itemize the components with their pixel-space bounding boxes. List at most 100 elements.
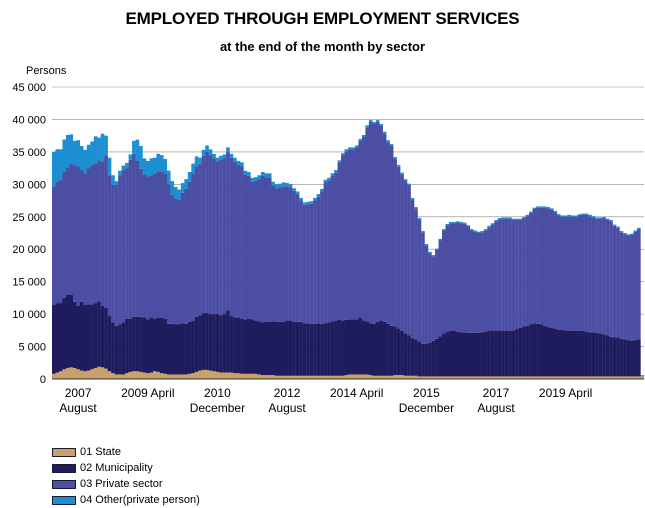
bar-segment bbox=[469, 229, 474, 231]
x-tick-label: August bbox=[59, 401, 97, 415]
bar-segment bbox=[152, 173, 157, 319]
bar-segment bbox=[128, 159, 133, 319]
bar-segment bbox=[410, 199, 415, 339]
bar-segment bbox=[327, 375, 331, 379]
bar-segment bbox=[163, 373, 168, 379]
bar-segment bbox=[177, 189, 181, 200]
bar-segment bbox=[393, 159, 397, 327]
bar-segment bbox=[435, 248, 439, 250]
bar-segment bbox=[633, 340, 638, 377]
bar-segment bbox=[546, 376, 551, 379]
bar-segment bbox=[431, 256, 436, 341]
bar-segment bbox=[139, 316, 143, 372]
bar-segment bbox=[375, 120, 380, 123]
bar-segment bbox=[476, 233, 481, 333]
bar-segment bbox=[240, 162, 244, 167]
bar-segment bbox=[173, 374, 178, 379]
bar-segment bbox=[602, 218, 606, 335]
bar-segment bbox=[191, 320, 195, 374]
bar-segment bbox=[187, 321, 192, 374]
bar-segment bbox=[90, 165, 94, 305]
bar-segment bbox=[125, 162, 129, 169]
bar-segment bbox=[114, 374, 119, 379]
bar-segment bbox=[588, 214, 592, 217]
bar-segment bbox=[633, 231, 638, 341]
bar-segment bbox=[553, 210, 558, 213]
bar-segment bbox=[132, 316, 136, 372]
bar-segment bbox=[146, 373, 150, 379]
bar-segment bbox=[208, 149, 213, 156]
bar-segment bbox=[501, 376, 505, 379]
bar-segment bbox=[187, 373, 192, 379]
bar-segment bbox=[605, 376, 610, 379]
bar-segment bbox=[215, 157, 220, 162]
bar-segment bbox=[497, 219, 502, 331]
bar-segment bbox=[560, 215, 565, 217]
bar-segment bbox=[180, 183, 185, 193]
bar-segment bbox=[299, 321, 303, 376]
bar-segment bbox=[90, 141, 94, 166]
bar-segment bbox=[205, 369, 209, 379]
bar-segment bbox=[623, 234, 627, 340]
bar-segment bbox=[358, 138, 363, 141]
bar-segment bbox=[86, 304, 91, 371]
bar-segment bbox=[93, 367, 98, 379]
y-tick-label: 40 000 bbox=[12, 114, 46, 126]
bar-segment bbox=[330, 173, 335, 176]
bar-segment bbox=[637, 229, 641, 340]
bar-segment bbox=[170, 194, 175, 324]
bar-segment bbox=[525, 214, 530, 217]
bar-segment bbox=[323, 179, 328, 183]
bar-segment bbox=[497, 330, 502, 377]
bar-segment bbox=[536, 207, 540, 324]
bar-segment bbox=[274, 321, 279, 376]
bar-segment bbox=[386, 375, 390, 379]
bar-segment bbox=[142, 158, 147, 175]
bar-segment bbox=[236, 164, 241, 318]
bar-segment bbox=[368, 375, 373, 379]
bar-segment bbox=[281, 321, 286, 376]
bar-segment bbox=[107, 175, 112, 317]
bar-segment bbox=[637, 376, 641, 379]
bar-segment bbox=[302, 202, 307, 206]
bar-segment bbox=[271, 181, 276, 186]
bar-segment bbox=[532, 207, 537, 209]
bar-segment bbox=[114, 325, 119, 375]
bar-segment bbox=[522, 326, 526, 377]
bar-segment bbox=[247, 318, 251, 374]
bar-segment bbox=[462, 332, 467, 377]
bar-segment bbox=[194, 156, 199, 167]
bar-segment bbox=[208, 314, 213, 371]
bar-segment bbox=[184, 323, 188, 375]
bar-segment bbox=[156, 318, 161, 372]
axes: 0 5 000 10 000 15 000 20 000 25 000 30 000 35 0… bbox=[12, 82, 644, 415]
bar-segment bbox=[135, 316, 140, 372]
bar-segment bbox=[166, 374, 171, 379]
bar-segment bbox=[163, 173, 168, 319]
legend-swatch bbox=[52, 479, 76, 489]
bar-segment bbox=[240, 373, 244, 379]
bar-segment bbox=[302, 205, 307, 324]
bar-segment bbox=[288, 375, 293, 379]
bar-segment bbox=[295, 191, 300, 195]
bar-segment bbox=[595, 332, 599, 377]
bar-segment bbox=[640, 375, 645, 377]
bar-segment bbox=[222, 154, 227, 159]
bar-segment bbox=[198, 315, 202, 371]
legend: 01 State 02 Municipality 03 Private sector… bbox=[52, 444, 200, 508]
bar-segment bbox=[125, 373, 129, 379]
bar-segment bbox=[184, 188, 188, 324]
bar-segment bbox=[348, 319, 352, 375]
bar-segment bbox=[55, 372, 60, 379]
bar-segment bbox=[400, 174, 404, 331]
bar-segment bbox=[529, 212, 533, 325]
bar-segment bbox=[253, 320, 258, 374]
bar-segment bbox=[184, 179, 188, 189]
bar-segment bbox=[508, 218, 512, 331]
bar-segment bbox=[584, 331, 589, 377]
bar-segment bbox=[560, 329, 565, 377]
bar-segment bbox=[480, 332, 484, 377]
bar-segment bbox=[316, 323, 321, 376]
bar-segment bbox=[612, 225, 617, 338]
bar-segment bbox=[125, 318, 129, 374]
